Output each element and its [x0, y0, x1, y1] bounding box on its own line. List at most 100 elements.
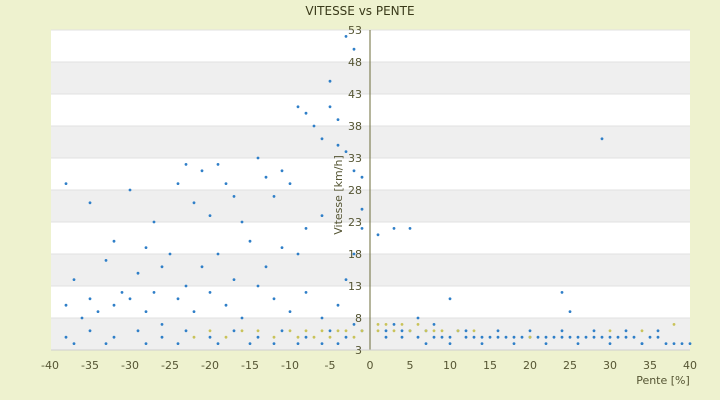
data-point	[280, 329, 284, 333]
data-point	[440, 329, 444, 333]
data-point	[528, 329, 532, 333]
data-point	[400, 329, 404, 333]
x-tick-label: 30	[603, 359, 617, 372]
data-point	[432, 329, 436, 333]
x-tick-label: -20	[201, 359, 219, 372]
data-point	[640, 329, 644, 333]
data-point	[464, 329, 468, 333]
y-tick-label: 3	[355, 344, 362, 357]
x-tick-label: 20	[523, 359, 537, 372]
data-point	[120, 291, 124, 294]
data-point	[352, 335, 356, 339]
x-tick-label: -10	[281, 359, 299, 372]
data-point	[608, 335, 612, 339]
data-point	[112, 239, 116, 243]
data-point	[232, 195, 236, 198]
data-point	[200, 169, 204, 173]
data-point	[600, 137, 604, 141]
x-tick-labels: -40 -35 -30 -25 -20 -15 -10 -5 0 5 10 15 20 25 30 35 40	[41, 359, 697, 372]
data-point	[288, 329, 292, 333]
data-point	[240, 329, 244, 333]
data-point	[328, 329, 332, 333]
data-point	[496, 335, 500, 339]
data-point	[352, 47, 356, 51]
data-point	[592, 329, 596, 333]
data-point	[672, 323, 676, 326]
data-point	[272, 335, 276, 339]
data-point	[320, 342, 324, 345]
data-point	[560, 335, 564, 339]
data-point	[304, 329, 308, 333]
data-point	[336, 143, 340, 147]
data-point	[256, 284, 260, 288]
data-point	[416, 316, 420, 320]
data-point	[320, 316, 324, 320]
data-point	[224, 182, 228, 186]
x-tick-label: 0	[367, 359, 374, 372]
data-point	[656, 329, 660, 333]
y-tick-label: 13	[348, 280, 362, 293]
x-tick-label: 15	[483, 359, 497, 372]
data-point	[624, 329, 628, 333]
data-point	[272, 195, 276, 198]
data-point	[88, 297, 92, 301]
data-point	[96, 310, 100, 313]
data-point	[192, 310, 196, 313]
data-point	[424, 342, 428, 345]
x-tick-label: -25	[161, 359, 179, 372]
data-point	[328, 335, 332, 339]
data-point	[648, 335, 652, 339]
data-point	[312, 124, 316, 128]
data-point	[528, 335, 532, 339]
data-point	[384, 335, 388, 339]
data-point	[416, 323, 420, 326]
data-point	[296, 252, 300, 256]
data-point	[128, 188, 132, 192]
data-point	[576, 335, 580, 339]
x-tick-label: -15	[241, 359, 259, 372]
data-point	[248, 239, 252, 243]
data-point	[400, 335, 404, 339]
data-point	[224, 303, 228, 307]
data-point	[184, 284, 188, 288]
data-point	[576, 342, 580, 345]
data-point	[416, 335, 420, 339]
data-point	[264, 175, 268, 179]
y-axis-label: Vitesse [km/h]	[332, 155, 345, 235]
data-point	[240, 220, 244, 224]
data-point	[272, 342, 276, 345]
data-point	[600, 335, 604, 339]
data-point	[136, 271, 140, 275]
data-point	[400, 323, 404, 326]
chart-title: VITESSE vs PENTE	[305, 4, 414, 18]
data-point	[352, 323, 356, 326]
data-point	[176, 182, 180, 186]
data-point	[608, 342, 612, 345]
data-point	[360, 329, 364, 333]
data-point	[336, 118, 340, 121]
data-point	[256, 329, 260, 333]
data-point	[112, 335, 116, 339]
y-tick-label: 43	[348, 88, 362, 101]
data-point	[336, 329, 340, 333]
data-point	[304, 227, 308, 230]
data-point	[160, 335, 164, 339]
data-point	[328, 105, 332, 109]
data-point	[464, 335, 468, 339]
data-point	[672, 342, 676, 345]
x-tick-label: 40	[683, 359, 697, 372]
data-point	[208, 291, 212, 294]
data-point	[216, 163, 220, 166]
data-point	[296, 335, 300, 339]
data-point	[208, 329, 212, 333]
data-point	[448, 297, 452, 301]
x-tick-label: 35	[643, 359, 657, 372]
data-point	[192, 335, 196, 339]
data-point	[568, 310, 572, 313]
data-point	[688, 342, 692, 345]
y-axis	[51, 30, 690, 351]
data-point	[200, 265, 204, 269]
data-point	[224, 335, 228, 339]
